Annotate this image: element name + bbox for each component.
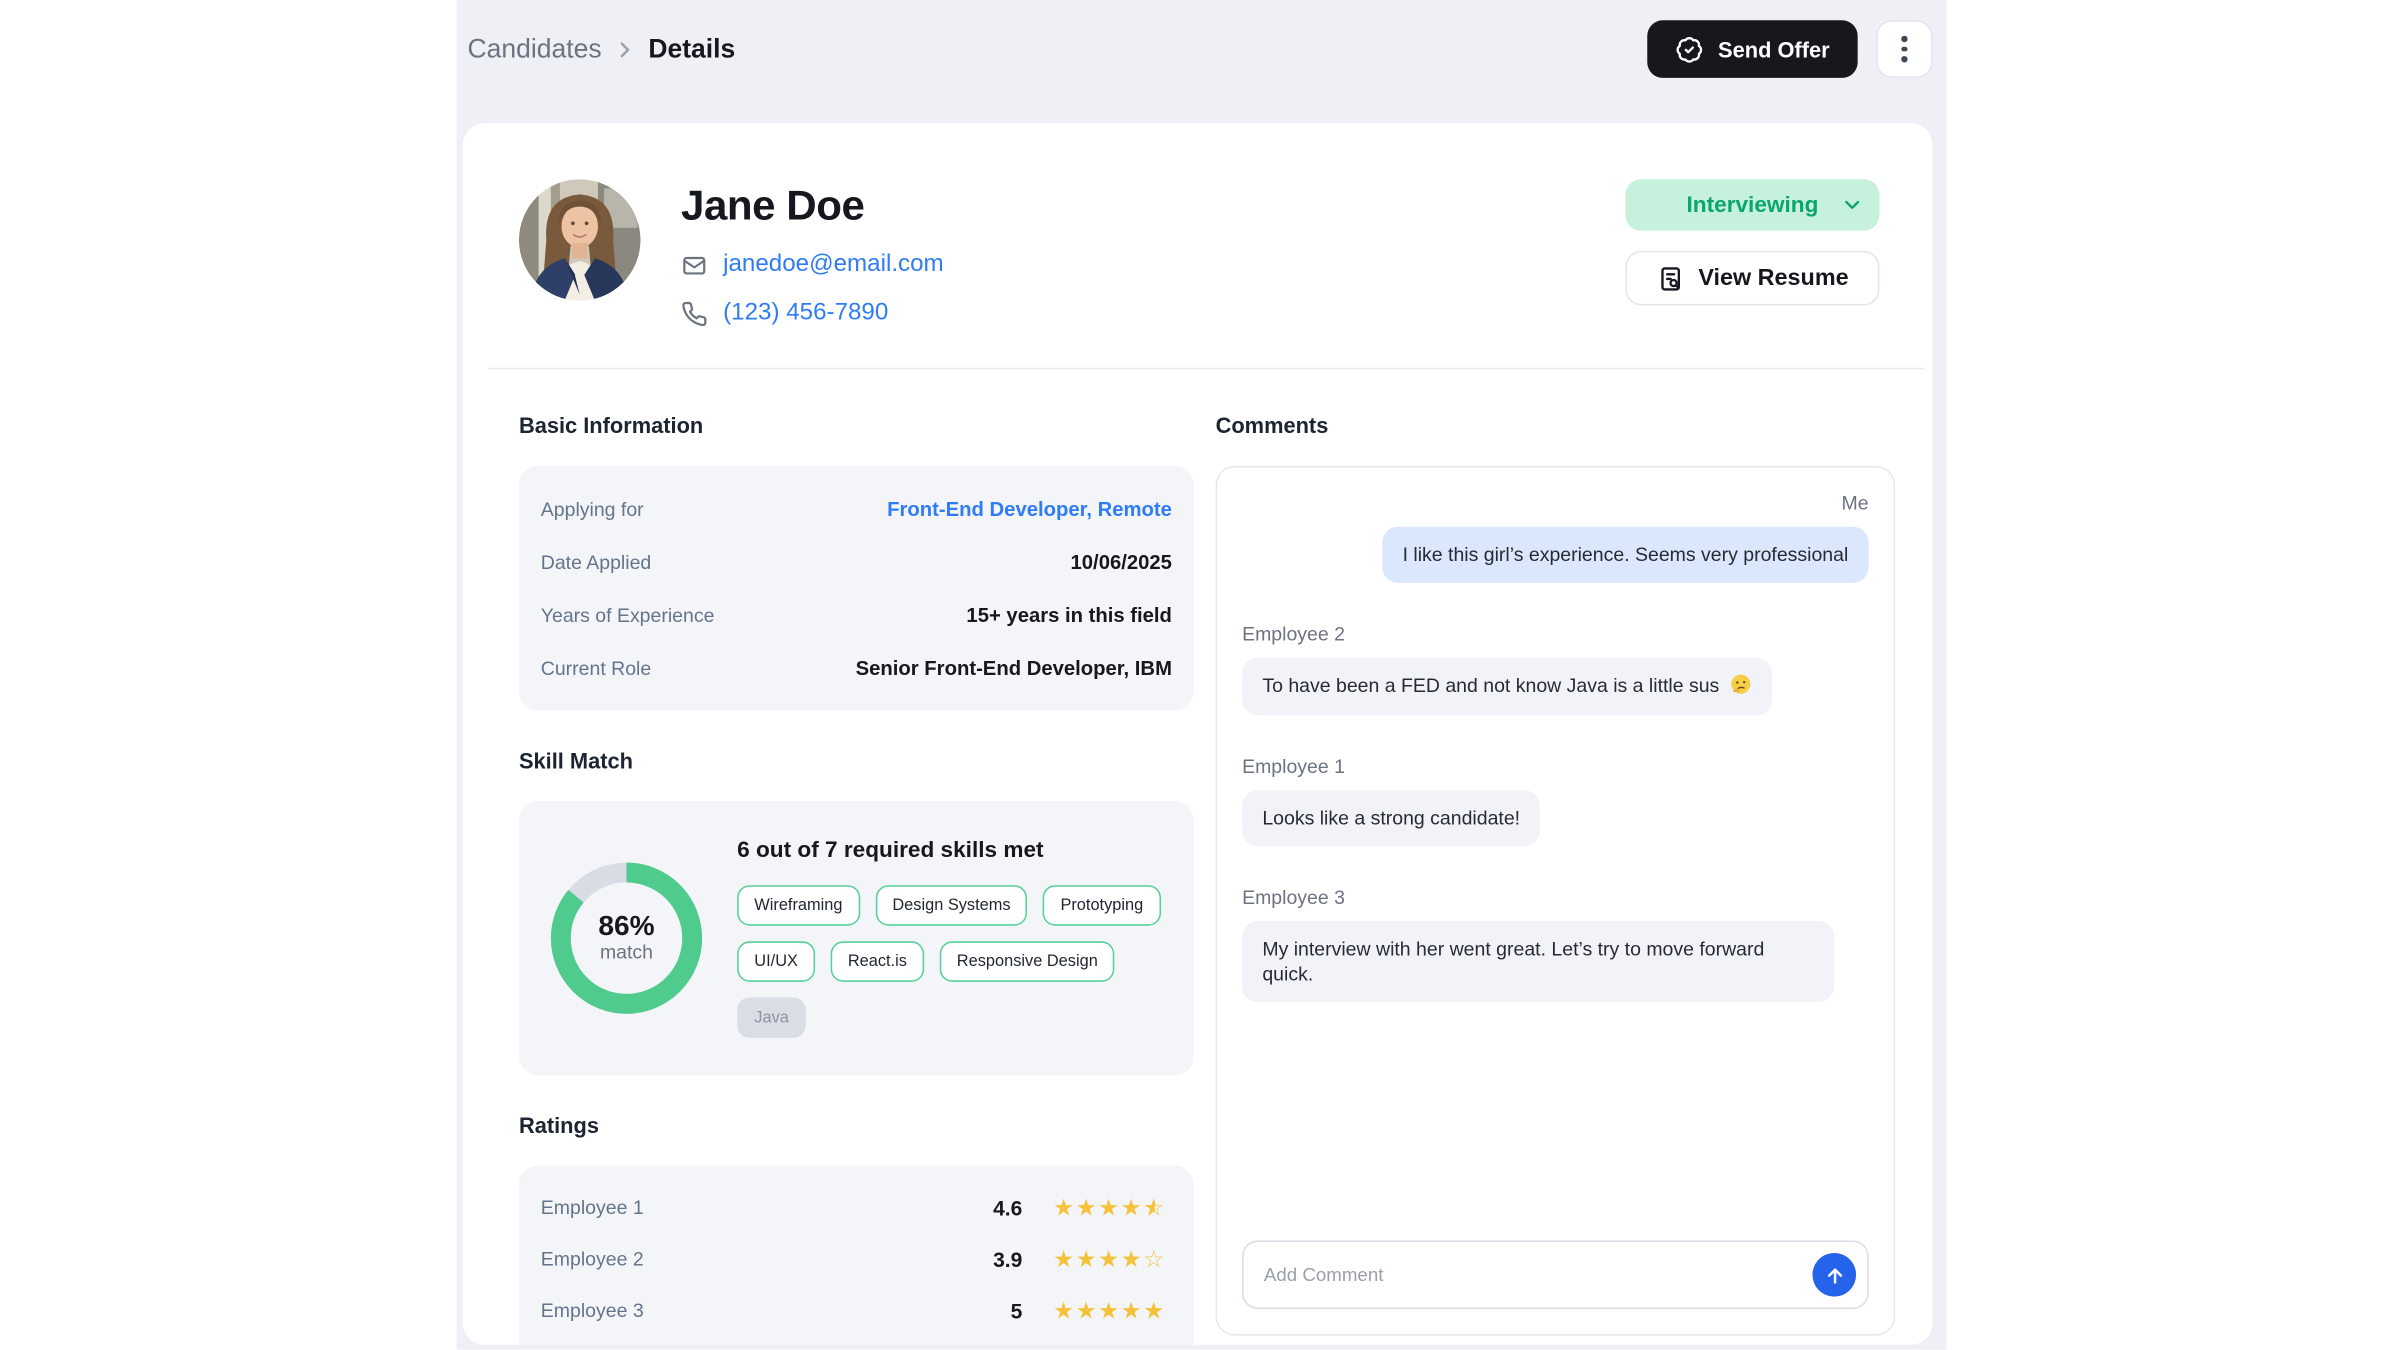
rating-row: Employee 3 5 ★★★★★: [540, 1297, 1166, 1325]
comment-author: Employee 1: [1242, 755, 1345, 777]
candidate-card: Jane Doe janedoe@email.com (123) 456-789…: [462, 123, 1933, 1346]
comment: Employee 3 My interview with her went gr…: [1242, 886, 1868, 1003]
info-label: Applying for: [540, 497, 644, 520]
comments-thread: Me I like this girl’s experience. Seems …: [1242, 492, 1869, 1240]
skill-chip: Java: [737, 997, 807, 1038]
comment-bubble: Looks like a strong candidate!: [1242, 789, 1541, 846]
skill-chip: Wireframing: [737, 885, 860, 926]
view-resume-label: View Resume: [1698, 264, 1849, 292]
basic-info-title: Basic Information: [518, 412, 704, 438]
rating-stars-icon: ★★★★☆: [1053, 1246, 1166, 1274]
app-window: Candidates Details Send Offer: [456, 0, 1947, 1350]
info-label: Years of Experience: [540, 603, 715, 626]
comment-author: Employee 3: [1242, 886, 1345, 909]
arrow-up-icon: [1827, 1268, 1842, 1284]
phone-icon: [681, 300, 707, 326]
comment-bubble: To have been a FED and not know Java is …: [1242, 658, 1772, 715]
rating-value: 3.9: [993, 1247, 1023, 1271]
rating-stars-icon: ★★★★☆★: [1053, 1195, 1166, 1222]
view-resume-button[interactable]: View Resume: [1625, 250, 1880, 306]
comment-author: Employee 2: [1242, 623, 1345, 646]
breadcrumb-current: Details: [648, 33, 736, 64]
comment: Employee 2 To have been a FED and not kn…: [1242, 624, 1868, 715]
skill-match-card: 86% match 6 out of 7 required skills met…: [518, 801, 1194, 1076]
candidate-name: Jane Doe: [681, 182, 865, 230]
content-columns: Basic Information Applying for Front-End…: [463, 369, 1933, 1346]
info-value: Senior Front-End Developer, IBM: [855, 656, 1172, 680]
rating-stars-icon: ★★★★★: [1053, 1298, 1166, 1325]
comments-panel: Me I like this girl’s experience. Seems …: [1215, 465, 1896, 1336]
info-label: Date Applied: [540, 550, 652, 573]
match-percent: 86%: [598, 910, 655, 942]
file-search-icon: [1656, 264, 1684, 292]
header-divider: [487, 367, 1925, 370]
skill-chip: Prototyping: [1043, 885, 1161, 926]
breadcrumb-candidates[interactable]: Candidates: [467, 33, 602, 64]
comment: Me I like this girl’s experience. Seems …: [1242, 492, 1869, 584]
badge-check-icon: [1676, 35, 1704, 63]
status-label: Interviewing: [1686, 192, 1819, 218]
skill-chips: Wireframing Design Systems Prototyping U…: [737, 885, 1162, 1038]
comment: Employee 1 Looks like a strong candidate…: [1242, 755, 1868, 846]
rating-value: 5: [1010, 1298, 1023, 1323]
rating-name: Employee 3: [540, 1299, 644, 1322]
send-comment-button[interactable]: [1812, 1253, 1857, 1298]
info-label: Current Role: [540, 656, 652, 679]
chevron-right-icon: [612, 37, 637, 62]
rating-name: Employee 2: [540, 1248, 644, 1271]
breadcrumb: Candidates Details: [468, 34, 736, 65]
info-row: Years of Experience 15+ years in this fi…: [541, 603, 1172, 626]
info-row: Date Applied 10/06/2025: [541, 550, 1172, 573]
basic-info-card: Applying for Front-End Developer, Remote…: [518, 465, 1194, 711]
send-offer-label: Send Offer: [1718, 36, 1830, 62]
skill-summary: 6 out of 7 required skills met: [737, 838, 1044, 864]
info-value: 10/06/2025: [1070, 550, 1172, 574]
topbar: Candidates Details Send Offer: [457, 0, 1947, 98]
comment-input-bar: [1242, 1240, 1869, 1310]
more-options-button[interactable]: [1876, 20, 1933, 78]
info-value: 15+ years in this field: [966, 603, 1172, 627]
left-column: Basic Information Applying for Front-End…: [518, 412, 1194, 1346]
add-comment-input[interactable]: [1242, 1240, 1869, 1310]
email-link[interactable]: janedoe@email.com: [723, 250, 944, 278]
profile-header: Jane Doe janedoe@email.com (123) 456-789…: [463, 123, 1933, 327]
status-dropdown[interactable]: Interviewing: [1625, 179, 1880, 231]
comments-title: Comments: [1215, 412, 1329, 438]
info-row: Current Role Senior Front-End Developer,…: [541, 656, 1172, 679]
skill-chip: Responsive Design: [939, 941, 1115, 982]
envelope-icon: [681, 252, 707, 278]
skill-match-title: Skill Match: [518, 748, 633, 773]
skill-match-donut: 86% match: [550, 862, 703, 1015]
skill-chip: React.is: [830, 941, 925, 982]
ratings-title: Ratings: [518, 1112, 599, 1138]
chevron-down-icon: [1845, 200, 1860, 210]
skill-chip: UI/UX: [737, 941, 816, 982]
skill-chip: Design Systems: [875, 885, 1028, 926]
phone-link[interactable]: (123) 456-7890: [723, 299, 889, 326]
info-value[interactable]: Front-End Developer, Remote: [887, 497, 1172, 521]
avatar: [518, 179, 641, 301]
thinking-emoji-icon: [1729, 674, 1751, 696]
kebab-icon: [1901, 36, 1908, 62]
comment-bubble: My interview with her went great. Let’s …: [1242, 920, 1834, 1003]
ratings-card: Employee 1 4.6 ★★★★☆★ Employee 2 3.9 ★★★…: [518, 1165, 1194, 1346]
rating-row: Employee 2 3.9 ★★★★☆: [541, 1245, 1166, 1273]
comment-author: Me: [1841, 492, 1869, 515]
identity-block: Jane Doe janedoe@email.com (123) 456-789…: [681, 179, 944, 327]
topbar-actions: Send Offer: [1647, 20, 1933, 78]
profile-actions: Interviewing View Resume: [1625, 179, 1880, 327]
send-offer-button[interactable]: Send Offer: [1647, 20, 1858, 78]
rating-row: Employee 1 4.6 ★★★★☆★: [540, 1194, 1166, 1222]
comment-bubble: I like this girl’s experience. Seems ver…: [1382, 526, 1869, 584]
right-column: Comments Me I like this girl’s experienc…: [1215, 412, 1896, 1336]
rating-value: 4.6: [993, 1196, 1023, 1220]
info-row: Applying for Front-End Developer, Remote: [541, 497, 1172, 520]
match-label: match: [599, 941, 654, 964]
rating-name: Employee 1: [540, 1196, 644, 1219]
